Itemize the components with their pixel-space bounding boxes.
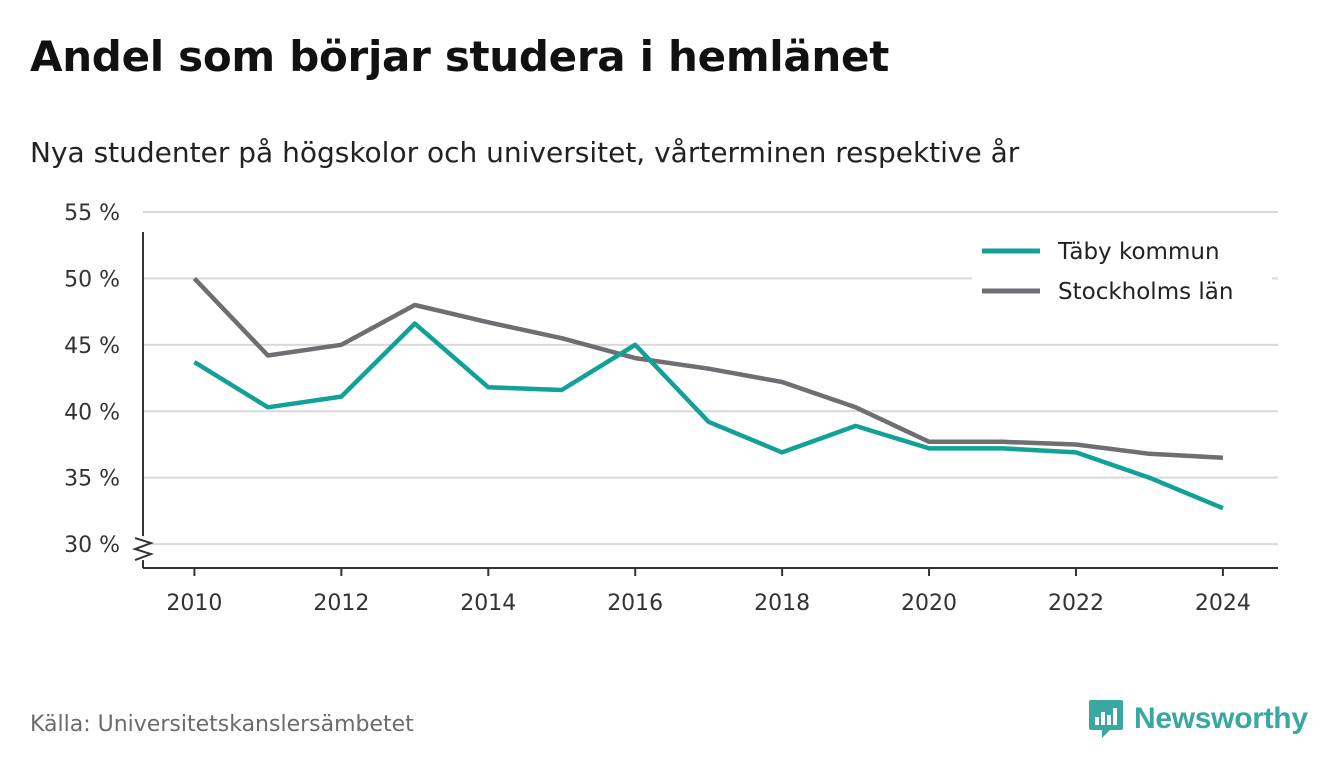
y-tick-label: 30 % xyxy=(64,533,120,558)
x-tick-label: 2014 xyxy=(460,591,516,616)
x-tick-label: 2020 xyxy=(901,591,957,616)
series-line-stockholms-lan xyxy=(192,276,1224,460)
x-tick-label: 2012 xyxy=(313,591,369,616)
chart-subtitle: Nya studenter på högskolor och universit… xyxy=(30,136,1020,169)
brand-logo: Newsworthy xyxy=(1088,698,1308,740)
x-tick-label: 2024 xyxy=(1195,591,1251,616)
line-chart: 30 % 35 % 40 % 45 % 50 % 55 % 2010 2012 2014 2016… xyxy=(64,201,1278,616)
y-tick-label: 40 % xyxy=(64,400,120,425)
brand-name: Newsworthy xyxy=(1134,702,1308,735)
source-note: Källa: Universitetskanslersämbetet xyxy=(30,712,414,737)
series-line-taby-kommun xyxy=(193,321,1224,511)
gridlines xyxy=(143,211,1278,546)
y-tick-label: 45 % xyxy=(64,334,120,359)
legend-label: Stockholms län xyxy=(1058,279,1233,305)
x-tick-label: 2018 xyxy=(754,591,810,616)
legend-label: Täby kommun xyxy=(1057,239,1220,265)
axes: 30 % 35 % 40 % 45 % 50 % 55 % 2010 2012 2014 2016… xyxy=(64,201,1278,616)
series-lines xyxy=(192,276,1224,511)
axis-break-icon xyxy=(131,537,155,562)
y-tick-label: 35 % xyxy=(64,467,120,492)
chart-title: Andel som börjar studera i hemlänet xyxy=(30,32,889,81)
y-tick-label: 50 % xyxy=(64,267,120,292)
legend-box xyxy=(972,230,1272,322)
x-tick-label: 2016 xyxy=(607,591,663,616)
x-tick-label: 2010 xyxy=(166,591,222,616)
x-tick-label: 2022 xyxy=(1048,591,1104,616)
legend: Täby kommun Stockholms län xyxy=(972,230,1272,322)
y-tick-label: 55 % xyxy=(64,201,120,226)
newsworthy-logo-icon xyxy=(1089,700,1123,738)
